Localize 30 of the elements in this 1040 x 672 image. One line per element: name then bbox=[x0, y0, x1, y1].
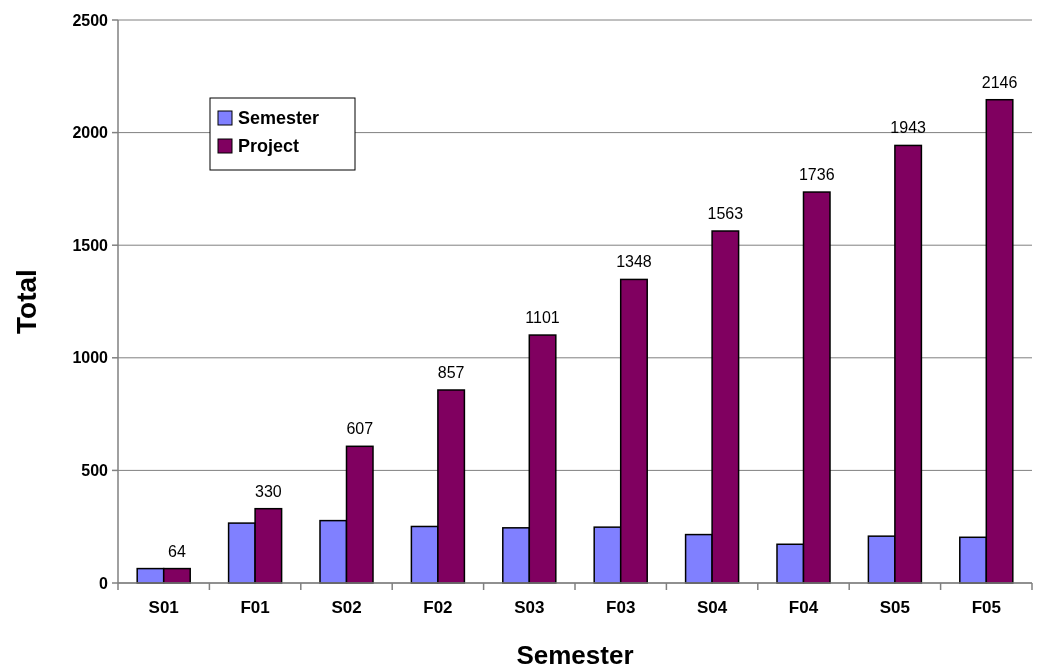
data-label: 1101 bbox=[525, 309, 560, 327]
x-tick-label: F01 bbox=[240, 598, 270, 617]
data-label: 857 bbox=[437, 364, 465, 381]
data-label: 1736 bbox=[798, 166, 835, 184]
x-tick-label: F03 bbox=[606, 598, 636, 617]
x-tick-label: F02 bbox=[423, 598, 453, 617]
x-tick-label: F05 bbox=[971, 598, 1001, 617]
y-tick-label: 1500 bbox=[72, 236, 109, 254]
data-label: 607 bbox=[346, 420, 374, 438]
legend-label: Project bbox=[238, 136, 300, 157]
data-label: 330 bbox=[255, 482, 282, 500]
y-tick-label: 500 bbox=[81, 462, 109, 479]
data-label: 64 bbox=[168, 542, 186, 560]
y-tick-label: 1000 bbox=[72, 349, 109, 367]
x-tick-label: S05 bbox=[879, 598, 911, 617]
x-tick-label: S02 bbox=[331, 598, 362, 617]
y-tick-label: 2000 bbox=[72, 124, 109, 142]
y-axis-title: Total bbox=[11, 269, 42, 334]
y-tick-label: 0 bbox=[99, 574, 109, 592]
x-tick-label: F04 bbox=[788, 598, 819, 617]
data-label: 1943 bbox=[890, 119, 927, 137]
data-label: 1348 bbox=[616, 253, 652, 271]
x-tick-label: S03 bbox=[514, 598, 545, 617]
x-axis-title: Semester bbox=[516, 640, 634, 670]
x-tick-label: S01 bbox=[148, 598, 179, 617]
x-tick-label: S04 bbox=[696, 598, 728, 617]
data-label: 1563 bbox=[707, 205, 744, 223]
y-tick-label: 2500 bbox=[72, 11, 109, 29]
legend-label: Semester bbox=[238, 108, 320, 129]
data-label: 2146 bbox=[981, 73, 1018, 91]
